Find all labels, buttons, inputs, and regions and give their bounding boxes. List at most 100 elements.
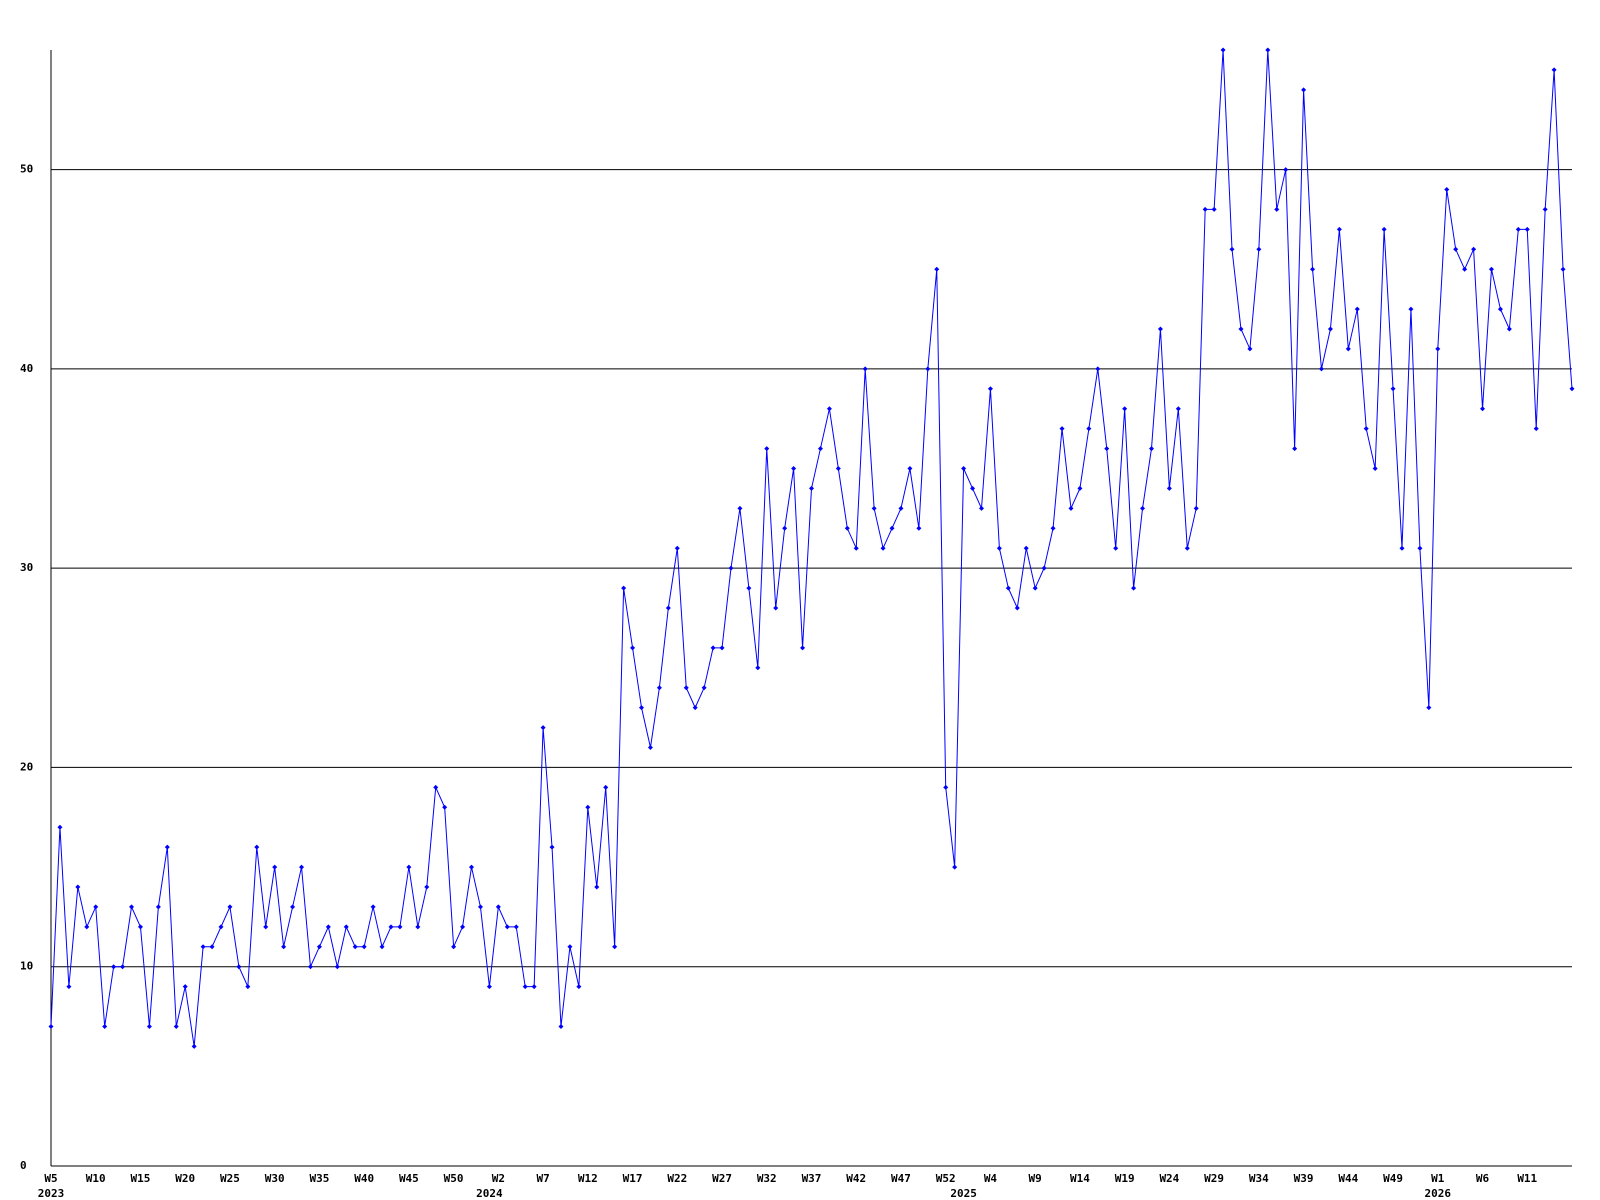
data-point: [1345, 346, 1351, 352]
data-point: [254, 844, 260, 850]
data-point: [1211, 206, 1217, 212]
data-point: [719, 645, 725, 651]
x-tick-label: W14: [1070, 1172, 1090, 1185]
x-tick-label: W10: [86, 1172, 106, 1185]
x-tick-label: W11: [1517, 1172, 1537, 1185]
data-point: [146, 1024, 152, 1029]
x-tick-label: W45: [399, 1172, 419, 1185]
data-point: [1462, 266, 1468, 272]
x-year-label: 2024: [476, 1187, 503, 1200]
data-point: [442, 804, 448, 810]
data-point: [1104, 446, 1110, 452]
data-point: [495, 904, 501, 910]
x-tick-label: W50: [444, 1172, 464, 1185]
data-point: [191, 1043, 197, 1049]
data-point: [424, 884, 430, 890]
data-point: [1533, 426, 1539, 432]
x-tick-label: W42: [846, 1172, 866, 1185]
data-point: [656, 685, 662, 691]
data-point: [1524, 226, 1530, 232]
data-point: [782, 525, 788, 531]
x-tick-label: W37: [802, 1172, 822, 1185]
data-point: [639, 705, 645, 711]
data-point: [397, 924, 403, 930]
x-tick-label: W6: [1476, 1172, 1490, 1185]
data-point: [1041, 565, 1047, 571]
data-point: [1023, 545, 1029, 551]
data-point: [155, 904, 161, 910]
data-point: [576, 984, 582, 990]
data-point: [1122, 406, 1128, 412]
data-point: [737, 505, 743, 511]
x-year-label: 2026: [1425, 1187, 1452, 1200]
x-tick-label: W24: [1159, 1172, 1179, 1185]
data-point: [370, 904, 376, 910]
data-point: [1506, 326, 1512, 332]
x-tick-label: W27: [712, 1172, 732, 1185]
data-point: [1560, 266, 1566, 272]
data-point: [164, 844, 170, 850]
data-point: [200, 944, 206, 950]
data-point: [817, 446, 823, 452]
data-point: [1488, 266, 1494, 272]
data-point: [987, 386, 993, 392]
data-point: [1229, 246, 1235, 252]
data-point: [1238, 326, 1244, 332]
data-point: [1193, 505, 1199, 511]
data-point: [1274, 206, 1280, 212]
data-point: [469, 864, 475, 870]
data-point: [764, 446, 770, 452]
data-point: [1140, 505, 1146, 511]
x-tick-label: W22: [667, 1172, 687, 1185]
data-point: [325, 924, 331, 930]
x-tick-label: W9: [1029, 1172, 1042, 1185]
data-point: [916, 525, 922, 531]
data-point: [531, 984, 537, 990]
data-point: [844, 525, 850, 531]
data-point: [1202, 206, 1208, 212]
x-tick-label: W34: [1249, 1172, 1269, 1185]
data-point: [1059, 426, 1065, 432]
x-tick-label: W4: [984, 1172, 998, 1185]
data-point: [692, 705, 698, 711]
data-point: [1301, 87, 1307, 93]
y-tick-label: 0: [20, 1159, 27, 1172]
data-point: [388, 924, 394, 930]
data-point: [343, 924, 349, 930]
data-point: [1292, 446, 1298, 452]
data-point: [299, 864, 305, 870]
data-point: [460, 924, 466, 930]
y-tick-label: 20: [20, 760, 33, 773]
data-point: [1157, 326, 1163, 332]
data-point: [809, 485, 814, 491]
data-point: [1220, 47, 1226, 53]
data-point: [630, 645, 636, 651]
data-point: [379, 944, 385, 950]
data-point: [1417, 545, 1423, 551]
data-point: [835, 466, 841, 471]
data-point: [800, 645, 806, 651]
data-point: [728, 565, 734, 571]
data-point: [209, 944, 215, 950]
data-point: [755, 665, 761, 671]
data-point: [57, 824, 63, 830]
data-point: [1363, 426, 1369, 432]
data-point: [433, 784, 439, 790]
data-point: [746, 585, 752, 591]
y-tick-label: 50: [20, 163, 33, 176]
data-point: [361, 944, 367, 950]
data-point: [1336, 226, 1342, 232]
x-tick-label: W29: [1204, 1172, 1224, 1185]
data-point: [227, 904, 233, 910]
data-point: [111, 964, 117, 970]
data-point: [594, 884, 600, 890]
data-point: [1005, 585, 1011, 591]
data-point: [898, 505, 904, 511]
data-point: [683, 685, 689, 691]
data-point: [585, 804, 591, 810]
y-tick-label: 30: [20, 561, 33, 574]
data-point: [1399, 545, 1405, 551]
data-point: [1050, 525, 1056, 531]
x-tick-label: W15: [131, 1172, 151, 1185]
